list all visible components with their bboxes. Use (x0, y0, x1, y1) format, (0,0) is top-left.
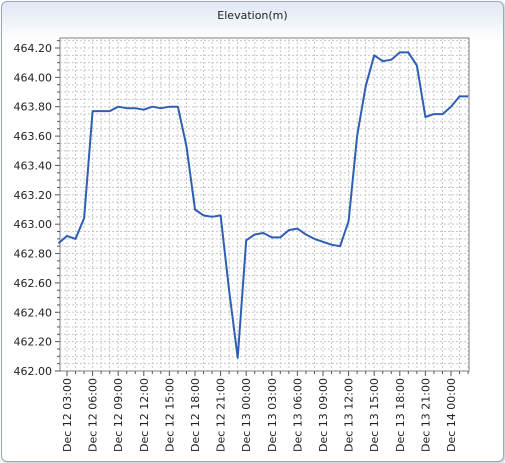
y-tick-label: 464.20 (14, 42, 53, 55)
y-tick-label: 463.00 (14, 218, 53, 231)
x-tick-label: Dec 13 15:00 (368, 378, 381, 452)
y-tick-label: 463.40 (14, 159, 53, 172)
x-tick-label: Dec 13 18:00 (394, 378, 407, 452)
x-tick-label: Dec 12 15:00 (163, 378, 176, 452)
series-line (57, 51, 469, 359)
y-tick-label: 463.60 (14, 130, 53, 143)
x-tick-label: Dec 13 12:00 (343, 378, 356, 452)
x-tick-label: Dec 12 03:00 (61, 378, 74, 452)
x-tick-label: Dec 13 03:00 (266, 378, 279, 452)
x-tick-label: Dec 13 00:00 (240, 378, 253, 452)
x-axis: Dec 12 03:00 Dec 12 06:00 Dec 12 09:00 Dec … (61, 371, 469, 452)
plot-area (59, 37, 470, 372)
chart-title: Elevation(m) (217, 9, 288, 22)
horizontal-gridlines (60, 40, 469, 365)
y-axis: 464.20 464.00 463.80 463.60 463.40 463.20 463.… (14, 40, 60, 378)
x-tick-label: Dec 12 18:00 (189, 378, 202, 452)
x-tick-label: Dec 13 09:00 (317, 378, 330, 452)
x-tick-label: Dec 13 21:00 (419, 378, 432, 452)
x-tick-label: Dec 14 00:00 (445, 378, 458, 452)
y-tick-label: 463.20 (14, 189, 53, 202)
vertical-gridlines (66, 38, 469, 371)
y-tick-label: 463.80 (14, 101, 53, 114)
x-tick-label: Dec 12 06:00 (87, 378, 100, 452)
x-tick-label: Dec 12 12:00 (138, 378, 151, 452)
y-tick-label: 462.80 (14, 248, 53, 261)
y-tick-label: 462.40 (14, 306, 53, 319)
y-tick-label: 464.00 (14, 71, 53, 84)
x-tick-label: Dec 13 06:00 (291, 378, 304, 452)
x-tick-label: Dec 12 21:00 (215, 378, 228, 452)
y-tick-label: 462.60 (14, 277, 53, 290)
y-tick-label: 462.00 (14, 365, 53, 378)
y-tick-label: 462.20 (14, 336, 53, 349)
x-tick-label: Dec 12 09:00 (112, 378, 125, 452)
